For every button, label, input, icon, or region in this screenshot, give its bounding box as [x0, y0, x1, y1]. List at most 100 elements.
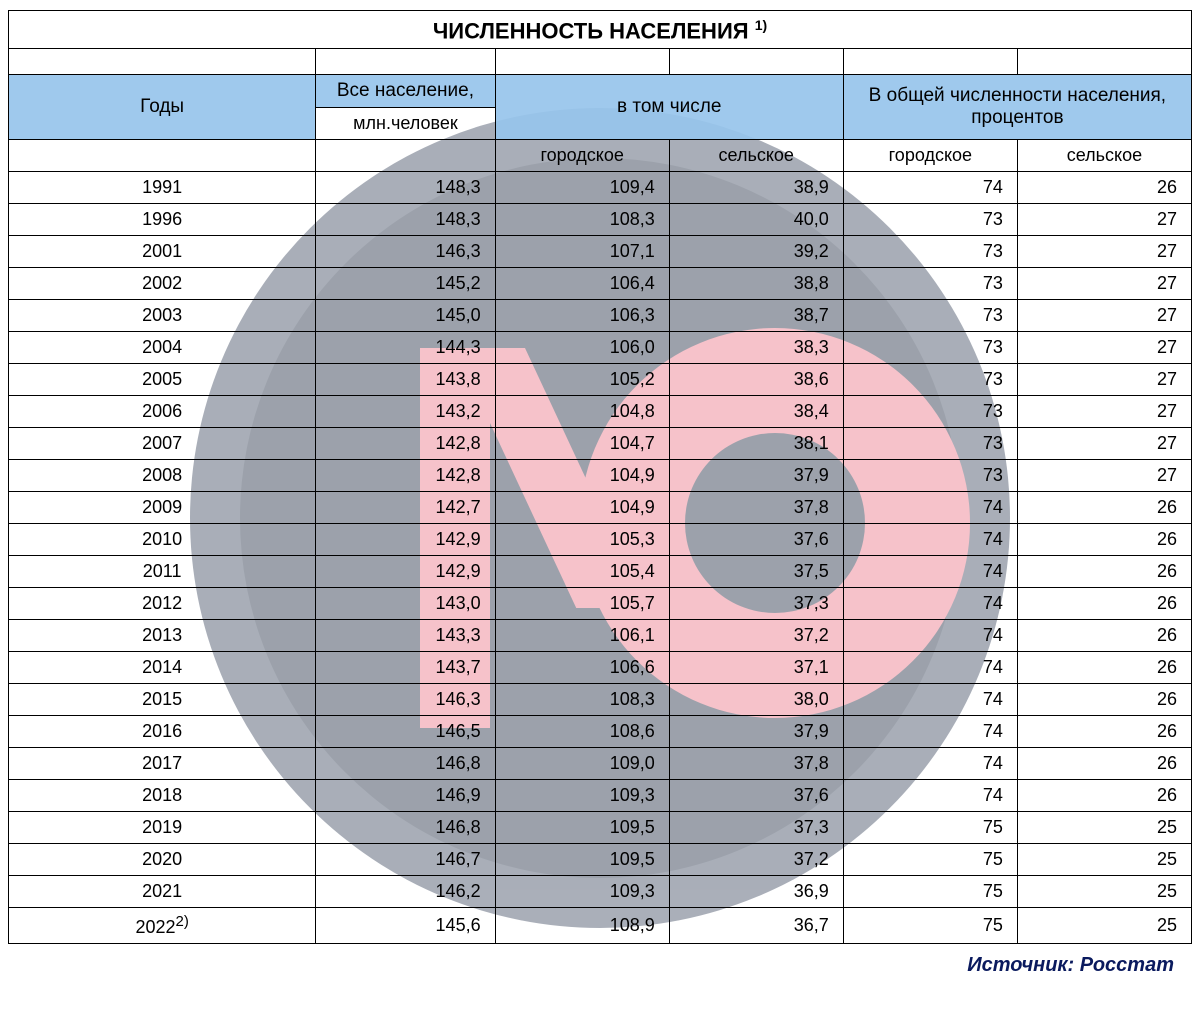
col-header-total-top: Все население, [316, 75, 495, 108]
cell-rural_pct: 26 [1017, 748, 1191, 780]
table-row: 2012143,0105,737,37426 [9, 588, 1192, 620]
cell-urban_pct: 74 [843, 556, 1017, 588]
cell-total: 146,7 [316, 844, 495, 876]
cell-year: 2016 [9, 716, 316, 748]
cell-urban_pct: 75 [843, 844, 1017, 876]
cell-total: 145,0 [316, 300, 495, 332]
cell-rural_pct: 26 [1017, 780, 1191, 812]
col-header-including: в том числе [495, 75, 843, 140]
cell-total: 146,3 [316, 236, 495, 268]
cell-urban: 107,1 [495, 236, 669, 268]
cell-rural: 38,0 [669, 684, 843, 716]
cell-year: 2006 [9, 396, 316, 428]
cell-rural_pct: 25 [1017, 812, 1191, 844]
table-row: 1991148,3109,438,97426 [9, 172, 1192, 204]
cell-rural_pct: 26 [1017, 492, 1191, 524]
cell-total: 143,8 [316, 364, 495, 396]
page-title: ЧИСЛЕННОСТЬ НАСЕЛЕНИЯ 1) [8, 10, 1192, 48]
cell-urban: 108,9 [495, 908, 669, 944]
cell-rural: 37,6 [669, 524, 843, 556]
cell-urban_pct: 74 [843, 620, 1017, 652]
table-row: 2003145,0106,338,77327 [9, 300, 1192, 332]
cell-rural: 38,8 [669, 268, 843, 300]
cell-year: 2010 [9, 524, 316, 556]
cell-urban: 108,3 [495, 204, 669, 236]
cell-urban_pct: 74 [843, 780, 1017, 812]
cell-rural_pct: 25 [1017, 908, 1191, 944]
cell-total: 143,0 [316, 588, 495, 620]
col-header-total-bottom: млн.человек [316, 108, 495, 140]
cell-urban_pct: 73 [843, 332, 1017, 364]
cell-total: 144,3 [316, 332, 495, 364]
cell-rural_pct: 26 [1017, 684, 1191, 716]
cell-urban_pct: 73 [843, 396, 1017, 428]
table-row: 2020146,7109,537,27525 [9, 844, 1192, 876]
cell-urban: 109,4 [495, 172, 669, 204]
cell-urban: 104,9 [495, 460, 669, 492]
table-row: 2016146,5108,637,97426 [9, 716, 1192, 748]
cell-year: 2004 [9, 332, 316, 364]
cell-urban: 109,5 [495, 812, 669, 844]
subheader-rural-2: сельское [1017, 140, 1191, 172]
cell-total: 146,5 [316, 716, 495, 748]
cell-urban_pct: 75 [843, 876, 1017, 908]
cell-rural_pct: 26 [1017, 556, 1191, 588]
cell-year: 2011 [9, 556, 316, 588]
table-row: 2018146,9109,337,67426 [9, 780, 1192, 812]
cell-urban: 104,8 [495, 396, 669, 428]
cell-total: 146,9 [316, 780, 495, 812]
spacer-row [9, 49, 1192, 75]
header-row-1: Годы Все население, в том числе В общей … [9, 75, 1192, 108]
cell-rural_pct: 27 [1017, 204, 1191, 236]
cell-urban: 108,3 [495, 684, 669, 716]
table-row: 2008142,8104,937,97327 [9, 460, 1192, 492]
table-row: 2004144,3106,038,37327 [9, 332, 1192, 364]
cell-year: 2021 [9, 876, 316, 908]
cell-urban: 104,9 [495, 492, 669, 524]
cell-year: 2012 [9, 588, 316, 620]
cell-rural_pct: 26 [1017, 524, 1191, 556]
cell-total: 143,2 [316, 396, 495, 428]
cell-year: 2019 [9, 812, 316, 844]
cell-urban: 109,3 [495, 876, 669, 908]
cell-total: 142,7 [316, 492, 495, 524]
cell-urban_pct: 74 [843, 652, 1017, 684]
cell-rural_pct: 26 [1017, 652, 1191, 684]
cell-year: 2001 [9, 236, 316, 268]
table-row: 2019146,8109,537,37525 [9, 812, 1192, 844]
cell-rural: 40,0 [669, 204, 843, 236]
cell-rural_pct: 26 [1017, 716, 1191, 748]
cell-total: 148,3 [316, 204, 495, 236]
table-row: 2015146,3108,338,07426 [9, 684, 1192, 716]
cell-rural_pct: 27 [1017, 460, 1191, 492]
cell-total: 148,3 [316, 172, 495, 204]
cell-urban_pct: 73 [843, 460, 1017, 492]
cell-urban_pct: 75 [843, 908, 1017, 944]
cell-rural: 37,2 [669, 844, 843, 876]
cell-urban: 106,0 [495, 332, 669, 364]
cell-year: 2005 [9, 364, 316, 396]
subheader-urban-1: городское [495, 140, 669, 172]
table-row: 2002145,2106,438,87327 [9, 268, 1192, 300]
cell-rural_pct: 25 [1017, 876, 1191, 908]
table-row: 20222)145,6108,936,77525 [9, 908, 1192, 944]
cell-rural_pct: 26 [1017, 172, 1191, 204]
cell-rural_pct: 27 [1017, 332, 1191, 364]
cell-urban_pct: 74 [843, 172, 1017, 204]
cell-urban_pct: 74 [843, 684, 1017, 716]
cell-year: 2018 [9, 780, 316, 812]
cell-rural_pct: 26 [1017, 588, 1191, 620]
cell-rural_pct: 27 [1017, 236, 1191, 268]
table-row: 2010142,9105,337,67426 [9, 524, 1192, 556]
cell-rural: 38,4 [669, 396, 843, 428]
subheader-urban-2: городское [843, 140, 1017, 172]
cell-total: 143,7 [316, 652, 495, 684]
cell-total: 142,8 [316, 460, 495, 492]
table-row: 2006143,2104,838,47327 [9, 396, 1192, 428]
cell-total: 145,2 [316, 268, 495, 300]
cell-year: 2009 [9, 492, 316, 524]
cell-rural: 37,5 [669, 556, 843, 588]
cell-urban_pct: 74 [843, 588, 1017, 620]
cell-rural_pct: 27 [1017, 428, 1191, 460]
population-table: Годы Все население, в том числе В общей … [8, 48, 1192, 944]
